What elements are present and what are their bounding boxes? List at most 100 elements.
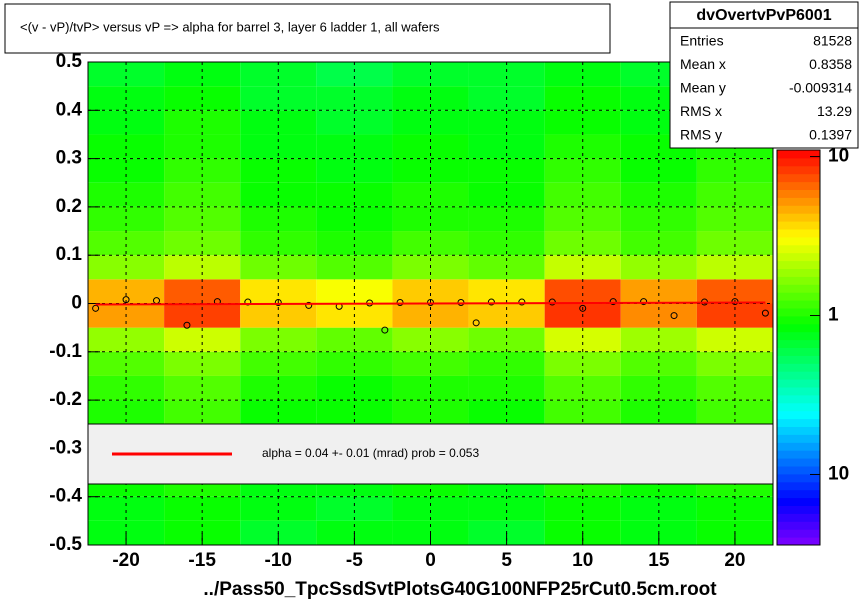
stats-value: 0.1397 [809,127,852,143]
colorbar-step [777,252,820,262]
stats-box [669,1,859,149]
colorbar-frame [776,149,821,546]
z-tick-label: 1 [828,305,839,326]
x-tick-label: -10 [265,550,292,571]
profile [92,296,769,334]
cell [240,327,317,352]
profile-point [244,298,252,306]
fit-line [95,301,766,306]
stats-label: Mean y [680,80,726,96]
y-tick-label: -0.1 [49,341,82,362]
cell [240,110,317,135]
colorbar-step [777,355,820,364]
colorbar-step [777,442,820,451]
cell [240,62,317,87]
colorbar-step [777,481,820,491]
x-tick-label: 0 [425,550,436,571]
colorbar-step [777,268,820,277]
cell [88,327,165,352]
cell [544,279,621,304]
colorbar-step [777,521,820,530]
colorbar-step [777,426,820,435]
cell [392,110,469,135]
profile-point [518,298,526,306]
colorbar-step [777,229,820,238]
cell [88,279,165,304]
colorbar-step [777,157,820,167]
colorbar-step [777,221,820,230]
stats-label: Mean x [680,56,726,72]
cell [696,327,773,352]
colorbar-step [777,458,820,467]
y-tick-label: -0.2 [49,389,82,410]
cell [164,110,241,135]
profile-point [396,299,404,307]
profile-point [487,298,495,306]
x-tick-label: 20 [724,550,745,571]
cell [468,110,545,135]
cell [164,496,241,521]
colorbar-step [777,165,820,175]
chart-title: <(v - vP)/tvP> versus vP => alpha for ba… [20,19,440,34]
x-tick-label: 10 [572,550,593,571]
profile-point [548,298,556,306]
colorbar-step [777,402,820,412]
colorbar-step [777,244,820,254]
colorbar-step [777,205,820,214]
x-tick-label: -5 [346,550,363,571]
cell [164,327,241,352]
stats-rows: Entries 81528 Mean x 0.8358 Mean y -0.009314 R… [680,33,852,143]
profile-point [305,301,313,309]
profile-point [122,296,130,304]
y-tick-label: -0.3 [49,437,82,458]
colorbar-step [777,150,820,159]
cell [468,327,545,352]
colorbar-step [777,331,820,341]
z-tick-label: 10 [828,146,849,167]
stats-value: 13.29 [817,103,852,119]
colorbar-step [777,418,820,427]
profile-point [670,312,678,320]
cell [164,279,241,304]
stats-value: 81528 [813,33,852,49]
cell [544,62,621,87]
colorbar-step [777,394,820,404]
colorbar-step [777,529,820,538]
cell [468,496,545,521]
stats-label: Entries [680,33,724,49]
colorbar-step [777,497,820,506]
cell [620,496,697,521]
y-tick-label: -0.5 [49,534,82,555]
cell [544,327,621,352]
y-tick-label: 0.4 [56,99,83,120]
stats-value: 0.8358 [809,56,852,72]
cell [696,279,773,304]
y-tick-label: -0.4 [49,486,82,507]
cell [316,110,393,135]
cell [164,62,241,87]
colorbar-step [777,347,820,356]
cell [88,496,165,521]
stats-title: dvOvertvPvP6001 [696,7,831,24]
cell [620,279,697,304]
cell [696,496,773,521]
colorbar-step [777,466,820,475]
y-tick-label: 0.2 [56,196,82,217]
cell [468,62,545,87]
colorbar-step [777,292,820,301]
colorbar-step [777,473,820,483]
colorbar-step [777,371,820,380]
colorbar-step [777,339,820,348]
colorbar-step [777,181,820,190]
profile-point [381,326,389,334]
y-tick-label: 0.1 [56,244,83,265]
colorbar-step [777,189,820,198]
fit-label: alpha = 0.04 +- 0.01 (mrad) prob = 0.053 [262,446,479,460]
x-tick-label: 5 [501,550,512,571]
y-tick-label: 0 [71,293,82,314]
colorbar-step [777,300,820,309]
colorbar-step [777,323,820,333]
colorbar-step [777,537,820,546]
colorbar-step [777,284,820,293]
